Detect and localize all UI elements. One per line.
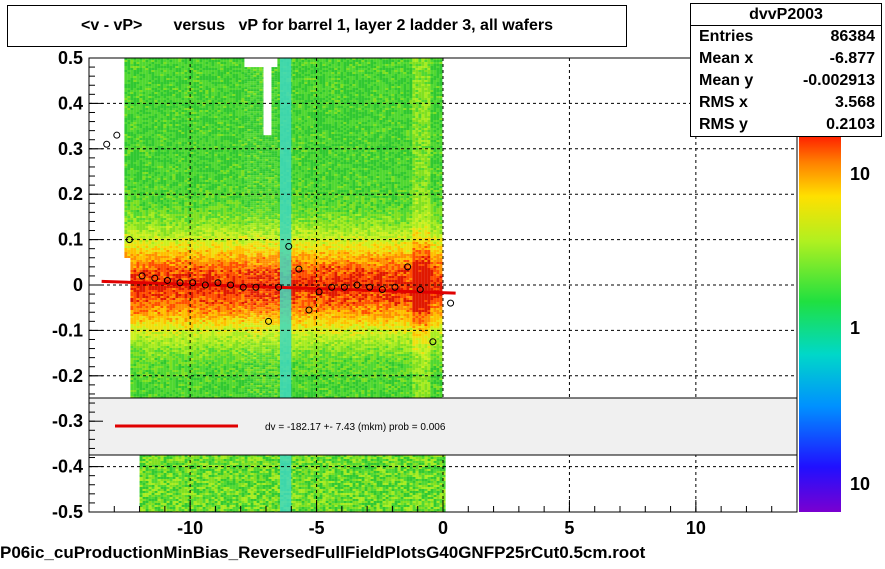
profile-point: [353, 281, 361, 289]
stats-label: RMS x: [699, 92, 748, 114]
stats-value: 0.2103: [826, 114, 875, 136]
y-tick-label: -0.1: [52, 320, 83, 340]
colorbar-labels: 10 1 10: [850, 164, 870, 494]
profile-point: [201, 281, 209, 289]
y-tick-label: 0.1: [58, 230, 83, 250]
fit-line: [101, 279, 456, 295]
y-tick-label: 0.2: [58, 184, 83, 204]
profile-point: [113, 131, 121, 139]
profile-point: [214, 279, 222, 287]
profile-point: [315, 288, 323, 296]
profile-point: [378, 286, 386, 294]
profile-point: [151, 274, 159, 282]
profile-markers: [103, 131, 455, 346]
stats-label: Mean x: [699, 48, 753, 70]
profile-point: [285, 242, 293, 250]
y-tick-label: 0.3: [58, 139, 83, 159]
y-tick-label: -0.2: [52, 366, 83, 386]
stats-value: 3.568: [835, 92, 875, 114]
profile-point: [429, 338, 437, 346]
profile-point: [416, 286, 424, 294]
profile-point: [239, 283, 247, 291]
stats-value: 86384: [831, 26, 876, 48]
stats-row: Entries 86384: [691, 26, 881, 48]
profile-point: [138, 272, 146, 280]
profile-point: [391, 283, 399, 291]
axes: -10 -5 0 5 10 -0.5 -0.4 -0.3 -0.2 -0.1 0 0.1 0.2 0.3 0…: [52, 48, 773, 538]
profile-point: [366, 283, 374, 291]
stats-name: dvvP2003: [691, 4, 881, 26]
legend-fit-label: dv = -182.17 +- 7.43 (mkm) prob = 0.006: [265, 422, 446, 433]
profile-point: [265, 317, 273, 325]
stats-row: Mean x -6.877: [691, 48, 881, 70]
file-name-footer: P06ic_cuProductionMinBias_ReversedFullFi…: [0, 543, 885, 563]
y-tick-label: -0.5: [52, 502, 83, 522]
fit-legend: dv = -182.17 +- 7.43 (mkm) prob = 0.006: [88, 397, 798, 456]
profile-point: [404, 263, 412, 271]
stats-row: RMS y 0.2103: [691, 114, 881, 136]
colorbar-tick-label: 1: [850, 318, 860, 338]
x-tick-label: -10: [177, 518, 203, 538]
stats-row: RMS x 3.568: [691, 92, 881, 114]
x-tick-label: 5: [564, 518, 574, 538]
stats-value: -6.877: [830, 48, 875, 70]
x-tick-label: 0: [438, 518, 448, 538]
colorbar-tick-label: 10: [850, 164, 870, 184]
stats-box: dvvP2003 Entries 86384 Mean x -6.877 Mean …: [690, 3, 882, 137]
y-tick-label: -0.4: [52, 457, 83, 477]
x-tick-label: -5: [309, 518, 325, 538]
profile-point: [340, 283, 348, 291]
profile-point: [176, 279, 184, 287]
x-tick-label: 10: [686, 518, 706, 538]
stats-label: Entries: [699, 26, 753, 48]
colorbar: [799, 136, 841, 512]
profile-point: [252, 283, 260, 291]
profile-point: [275, 283, 283, 291]
y-tick-label: 0.5: [58, 48, 83, 68]
stats-row: Mean y -0.002913: [691, 70, 881, 92]
stats-label: Mean y: [699, 70, 753, 92]
profile-point: [447, 299, 455, 307]
y-tick-label: 0.4: [58, 93, 83, 113]
profile-point: [189, 279, 197, 287]
profile-point: [295, 265, 303, 273]
profile-point: [328, 283, 336, 291]
profile-point: [305, 306, 313, 314]
stats-value: -0.002913: [803, 70, 875, 92]
y-tick-label: 0: [73, 275, 83, 295]
y-tick-label: -0.3: [52, 411, 83, 431]
profile-point: [163, 276, 171, 284]
fit-line-group: [101, 279, 456, 295]
profile-point: [103, 140, 111, 148]
chart-title: <v - vP> versus vP for barrel 1, layer 2…: [7, 5, 627, 47]
colorbar-tick-label: 10: [850, 474, 870, 494]
profile-point: [125, 236, 133, 244]
profile-point: [227, 281, 235, 289]
stats-label: RMS y: [699, 114, 748, 136]
